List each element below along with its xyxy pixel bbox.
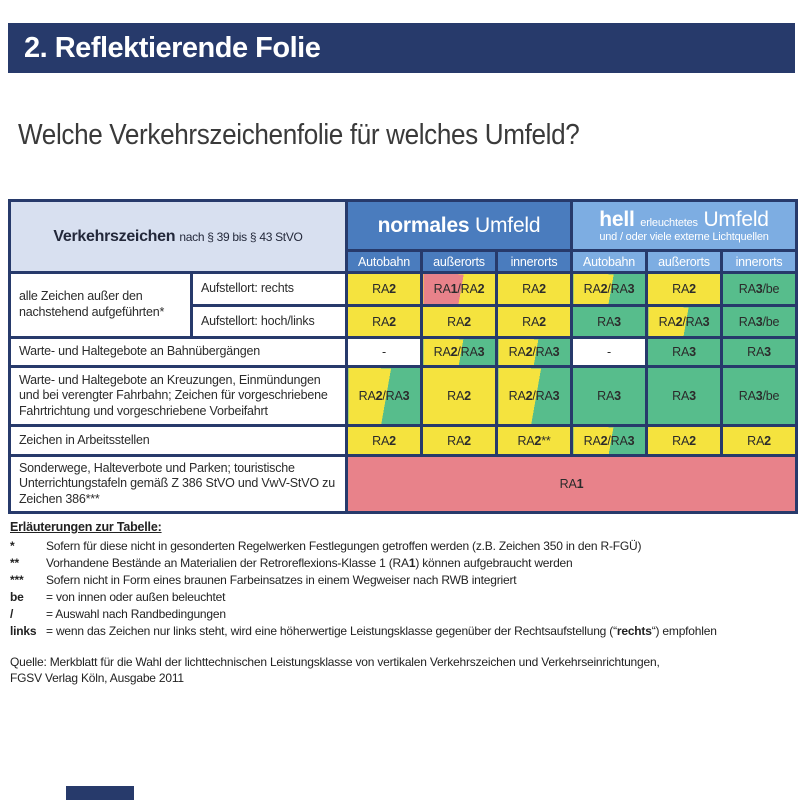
footer-logo-fragment [66, 786, 134, 800]
group-title-rest: Umfeld [703, 207, 769, 231]
footnote: / = Auswahl nach Randbedingungen [10, 608, 795, 621]
value-cell: RA3 [645, 336, 723, 368]
value-cell: RA2/RA3 [495, 365, 573, 427]
row-label: Warte- und Haltegebote an Bahnübergängen [8, 336, 348, 368]
value-cell: RA3 [719, 336, 799, 368]
col-header-autobahn: Autobahn [570, 249, 648, 274]
notes-title: Erläuterungen zur Tabelle: [10, 520, 162, 534]
value-cell: RA2 [345, 271, 423, 307]
table-body: alle Zeichen außer den nachstehend aufge… [8, 271, 799, 514]
col-header-autobahn: Autobahn [345, 249, 423, 274]
section-heading: Welche Verkehrszeichenfolie für welches … [18, 119, 580, 151]
footnote-text: = wenn das Zeichen nur links steht, wird… [46, 624, 717, 638]
group-title-bold: hell [599, 207, 635, 231]
footnote-text: Sofern für diese nicht in gesonderten Re… [46, 539, 642, 553]
value-cell: RA2 [645, 271, 723, 307]
value-cell: RA3 [570, 304, 648, 339]
value-cell: RA2/RA3 [345, 365, 423, 427]
page-title-bar: 2. Reflektierende Folie [8, 23, 795, 73]
value-cell: RA2** [495, 424, 573, 457]
row-label: Sonderwege, Halteverbote und Parken; tou… [8, 454, 348, 514]
row-sublabel: Aufstellort: rechts [190, 271, 348, 307]
group-subtitle: und / oder viele externe Lichtquellen [599, 231, 769, 243]
value-cell: RA3 [570, 365, 648, 427]
value-cell: RA2 [495, 271, 573, 307]
value-cell: RA3/be [719, 365, 799, 427]
value-cell: RA2/RA3 [570, 424, 648, 457]
group-title-rest: Umfeld [475, 213, 541, 237]
value-cell: RA3/be [719, 304, 799, 339]
footnote: * Sofern für diese nicht in gesonderten R… [10, 540, 795, 553]
page: 2. Reflektierende Folie Welche Verkehrsz… [8, 23, 799, 686]
col-header-innerorts: innerorts [719, 249, 799, 274]
col-header-innerorts: innerorts [495, 249, 573, 274]
source-line: FGSV Verlag Köln, Ausgabe 2011 [10, 671, 184, 685]
row-sublabel: Aufstellort: hoch/links [190, 304, 348, 339]
footnote: ** Vorhandene Bestände an Materialien der… [10, 557, 795, 570]
table-row: Zeichen in Arbeitsstellen RA2 RA2 RA2** RA2/… [8, 424, 799, 457]
footnote: *** Sofern nicht in Form eines braunen Fa… [10, 574, 795, 587]
table-row: Aufstellort: hoch/links RA2 RA2 RA2 RA3 RA2/R… [10, 304, 799, 339]
group-header-hell-umfeld: hell erleuchtetes Umfeld und / oder viel… [569, 199, 799, 252]
footnote: links = wenn das Zeichen nur links steht,… [10, 625, 795, 638]
corner-header-cell: Verkehrszeichen nach § 39 bis § 43 StVO [8, 199, 348, 274]
col-header-ausserorts: außerorts [420, 249, 498, 274]
col-header-ausserorts: außerorts [645, 249, 723, 274]
value-cell: RA2/RA3 [420, 336, 498, 368]
footnote-marker: be [10, 590, 24, 604]
table-row: Warte- und Haltegebote an Kreuzungen, Ei… [8, 365, 799, 427]
value-cell: RA2 [420, 365, 498, 427]
footnote-marker: *** [10, 573, 24, 587]
row-label: alle Zeichen außer den nachstehend aufge… [8, 271, 193, 339]
source-line: Quelle: Merkblatt für die Wahl der licht… [10, 655, 660, 669]
notes-list: * Sofern für diese nicht in gesonderten R… [10, 540, 795, 638]
row-label: Warte- und Haltegebote an Kreuzungen, Ei… [8, 365, 348, 427]
value-cell: RA2/RA3 [495, 336, 573, 368]
group-title-mid: erleuchtetes [640, 216, 698, 229]
value-cell: - [345, 336, 423, 368]
value-cell: RA2 [345, 304, 423, 339]
value-cell: RA2 [719, 424, 799, 457]
footnote-marker: / [10, 607, 14, 621]
corner-title: Verkehrszeichen [53, 227, 176, 245]
value-cell: RA3 [645, 365, 723, 427]
table-subheader-row: Autobahn außerorts innerorts Autobahn au… [10, 249, 799, 274]
group-title-bold: normales [377, 213, 470, 237]
value-cell: RA2 [645, 424, 723, 457]
footnote-marker: ** [10, 556, 19, 570]
row-label: Zeichen in Arbeitsstellen [8, 424, 348, 457]
value-cell: RA2 [420, 304, 498, 339]
table-header-row: Verkehrszeichen nach § 39 bis § 43 StVO … [8, 199, 799, 274]
footnote-text: = von innen oder außen beleuchtet [46, 590, 226, 604]
value-cell: - [570, 336, 648, 368]
table-row: Sonderwege, Halteverbote und Parken; tou… [8, 454, 799, 514]
value-cell: RA2 [495, 304, 573, 339]
value-cell: RA2 [420, 424, 498, 457]
footnote-marker: links [10, 624, 37, 638]
footnote-text: Vorhandene Bestände an Materialien der R… [46, 556, 573, 570]
table-row: Warte- und Haltegebote an Bahnübergängen… [8, 336, 799, 368]
value-cell: RA1 [344, 454, 799, 514]
corner-subtitle: nach § 39 bis § 43 StVO [179, 229, 303, 244]
value-cell: RA2 [345, 424, 423, 457]
group-header-normales-umfeld: normales Umfeld [345, 199, 573, 252]
source-reference: Quelle: Merkblatt für die Wahl der licht… [10, 654, 795, 686]
value-cell: RA3/be [719, 271, 799, 307]
value-cell: RA2/RA3 [645, 304, 723, 339]
foil-classes-table: Verkehrszeichen nach § 39 bis § 43 StVO … [8, 199, 799, 514]
value-cell: RA1/RA2 [420, 271, 498, 307]
page-title: 2. Reflektierende Folie [24, 32, 321, 64]
table-row: alle Zeichen außer den nachstehend aufge… [8, 271, 799, 339]
footnote-text: = Auswahl nach Randbedingungen [46, 607, 226, 621]
footnote-marker: * [10, 539, 15, 553]
footnote-text: Sofern nicht in Form eines braunen Farbe… [46, 573, 517, 587]
value-cell: RA2/RA3 [570, 271, 648, 307]
table-notes: Erläuterungen zur Tabelle: * Sofern für d… [10, 521, 795, 638]
footnote: be = von innen oder außen beleuchtet [10, 591, 795, 604]
